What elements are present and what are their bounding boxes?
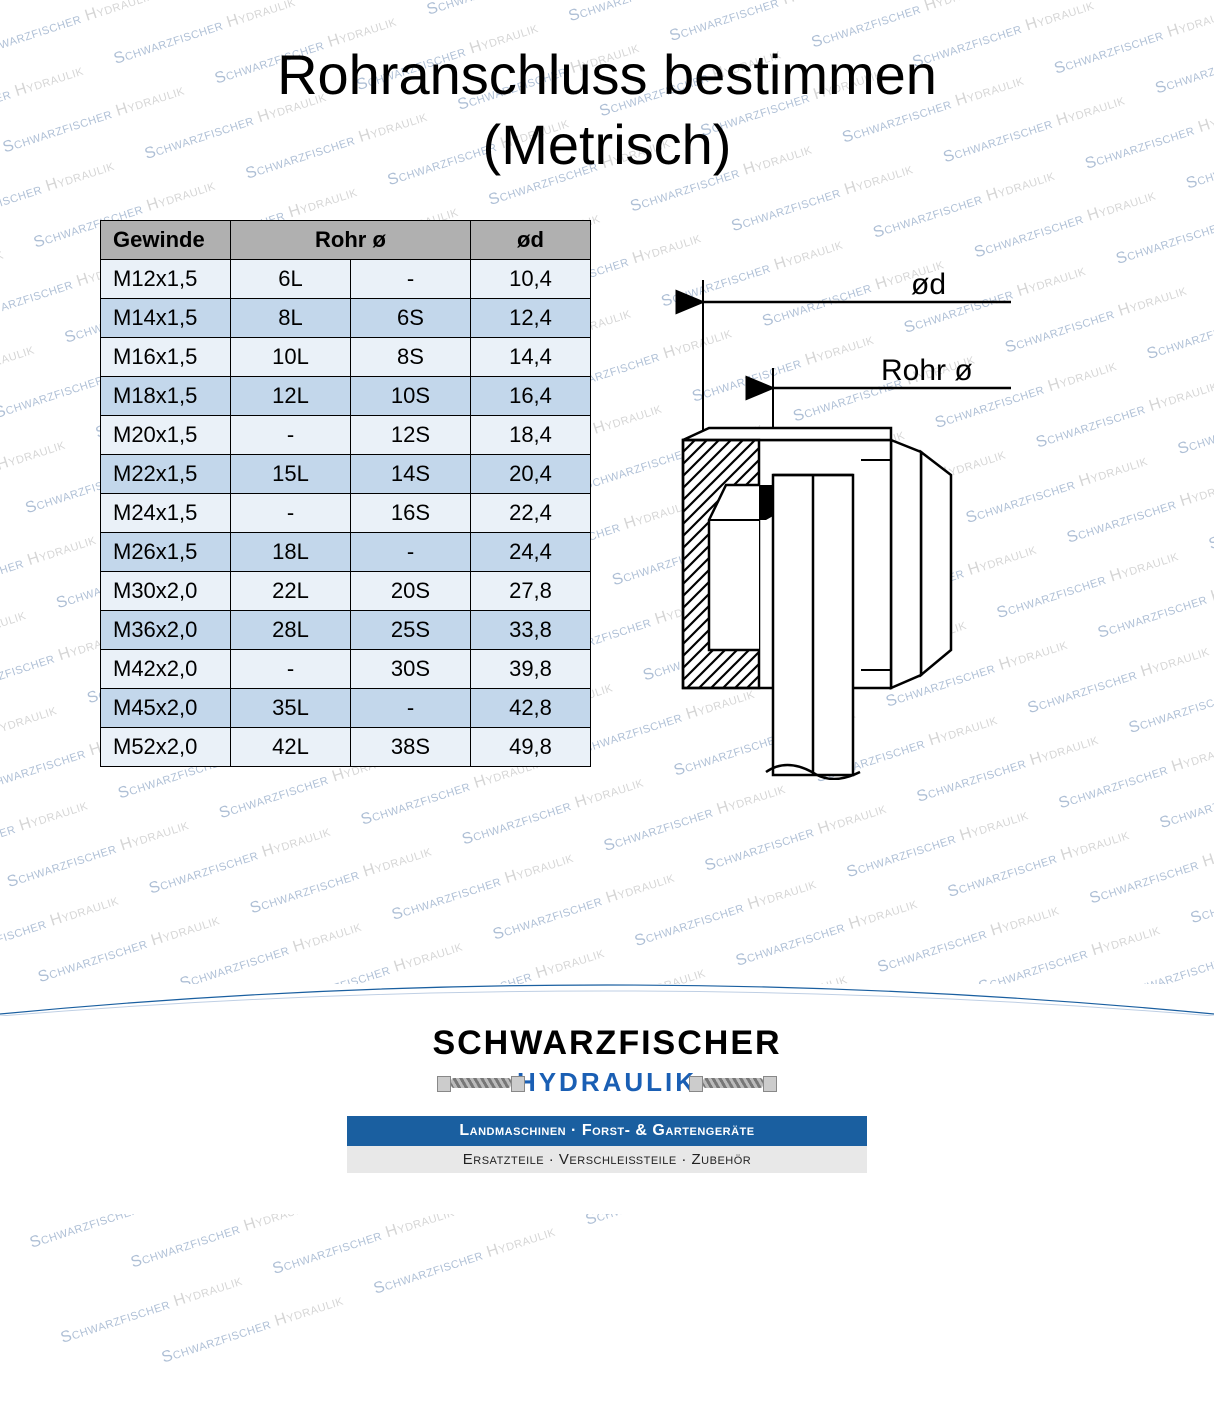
table-row: M45x2,035L-42,8 [101,689,591,728]
table-cell: 8L [231,299,351,338]
table-row: M42x2,0-30S39,8 [101,650,591,689]
table-cell: 18,4 [471,416,591,455]
footer: SCHWARZFISCHER HYDRAULIK Landmaschinen ·… [0,984,1214,1214]
table-cell: 14S [351,455,471,494]
table-cell: 38S [351,728,471,767]
table-cell: 22,4 [471,494,591,533]
table-cell: 6L [231,260,351,299]
table-cell: 16S [351,494,471,533]
table-cell: M24x1,5 [101,494,231,533]
table-row: M22x1,515L14S20,4 [101,455,591,494]
brand-sub: HYDRAULIK [517,1067,697,1098]
table-cell: 39,8 [471,650,591,689]
table-cell: M45x2,0 [101,689,231,728]
title-line-2: (Metrisch) [483,113,732,176]
table-cell: 25S [351,611,471,650]
th-gewinde: Gewinde [101,221,231,260]
table-row: M18x1,512L10S16,4 [101,377,591,416]
table-row: M20x1,5-12S18,4 [101,416,591,455]
hose-icon [703,1078,763,1088]
table-cell: M36x2,0 [101,611,231,650]
table-cell: - [351,260,471,299]
table-row: M26x1,518L-24,4 [101,533,591,572]
table-cell: 10S [351,377,471,416]
table-cell: 42,8 [471,689,591,728]
table-cell: M42x2,0 [101,650,231,689]
table-row: M24x1,5-16S22,4 [101,494,591,533]
table-cell: M18x1,5 [101,377,231,416]
page-title: Rohranschluss bestimmen (Metrisch) [0,0,1214,180]
title-line-1: Rohranschluss bestimmen [277,43,937,106]
table-cell: M20x1,5 [101,416,231,455]
table-cell: 22L [231,572,351,611]
table-cell: 10,4 [471,260,591,299]
table-cell: - [231,494,351,533]
table-cell: M30x2,0 [101,572,231,611]
table-cell: 27,8 [471,572,591,611]
tagline-bottom: Ersatzteile · Verschleißteile · Zubehör [347,1146,867,1173]
table-cell: M12x1,5 [101,260,231,299]
table-row: M52x2,042L38S49,8 [101,728,591,767]
table-row: M16x1,510L8S14,4 [101,338,591,377]
table-cell: 15L [231,455,351,494]
table-cell: 8S [351,338,471,377]
th-rohr: Rohr ø [231,221,471,260]
table-cell: 12L [231,377,351,416]
table-cell: 14,4 [471,338,591,377]
table-cell: 12,4 [471,299,591,338]
table-cell: 16,4 [471,377,591,416]
table-cell: 10L [231,338,351,377]
table-row: M36x2,028L25S33,8 [101,611,591,650]
fitting-diagram: ød Rohr ø [591,220,1144,780]
tagline-block: Landmaschinen · Forst- & Gartengeräte Er… [347,1116,867,1173]
table-cell: 30S [351,650,471,689]
table-cell: 6S [351,299,471,338]
table-cell: M52x2,0 [101,728,231,767]
table-cell: 42L [231,728,351,767]
table-cell: 35L [231,689,351,728]
table-cell: - [231,416,351,455]
spec-table: Gewinde Rohr ø ød M12x1,56L-10,4M14x1,58… [100,220,591,767]
table-cell: 24,4 [471,533,591,572]
table-cell: 12S [351,416,471,455]
table-cell: 33,8 [471,611,591,650]
table-row: M12x1,56L-10,4 [101,260,591,299]
table-cell: - [231,650,351,689]
label-rohr: Rohr ø [881,354,973,387]
table-cell: 28L [231,611,351,650]
table-cell: M14x1,5 [101,299,231,338]
label-od: ød [911,268,946,301]
brand-name: SCHWARZFISCHER [432,1024,781,1063]
table-cell: 18L [231,533,351,572]
table-cell: - [351,533,471,572]
table-row: M14x1,58L6S12,4 [101,299,591,338]
table-cell: - [351,689,471,728]
hose-icon [451,1078,511,1088]
table-row: M30x2,022L20S27,8 [101,572,591,611]
table-cell: M16x1,5 [101,338,231,377]
th-od: ød [471,221,591,260]
table-cell: M26x1,5 [101,533,231,572]
table-cell: M22x1,5 [101,455,231,494]
tagline-top: Landmaschinen · Forst- & Gartengeräte [347,1116,867,1146]
table-cell: 20,4 [471,455,591,494]
table-cell: 20S [351,572,471,611]
table-cell: 49,8 [471,728,591,767]
